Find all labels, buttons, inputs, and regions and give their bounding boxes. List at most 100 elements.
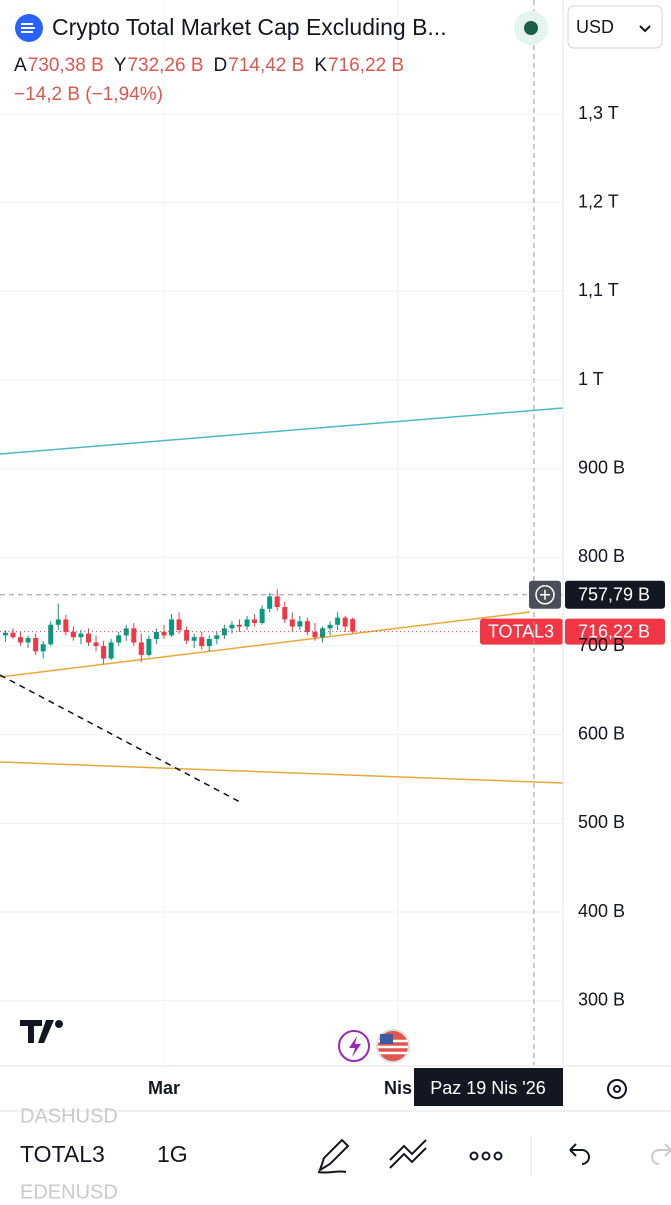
ohlc-key: K (314, 55, 327, 76)
candle-body (2, 632, 8, 636)
x-tick-label: Mar (148, 1078, 180, 1098)
candle-body (236, 624, 242, 627)
candles (2, 589, 356, 664)
ohlc-value: 714,42 B (228, 55, 304, 76)
ohlc-key: A (14, 55, 27, 76)
y-tick-label: 700 B (578, 635, 625, 655)
settings-core (613, 1085, 621, 1093)
candle-body (153, 631, 159, 639)
crosshair-date-label: Paz 19 Nis '26 (430, 1078, 546, 1098)
candle-body (350, 619, 356, 632)
draw-icon[interactable] (317, 1138, 350, 1174)
candle-body (18, 637, 24, 643)
series-name-badge (480, 618, 563, 645)
candle-body (48, 624, 54, 645)
watchlist-item: EDENUSD (20, 1181, 118, 1200)
y-tick-label: 1,2 T (578, 191, 619, 211)
trend-icon[interactable] (389, 1139, 427, 1169)
logo-glyph (21, 23, 35, 33)
candle-body (63, 619, 69, 632)
candle-body (320, 628, 326, 638)
candle-body (131, 628, 137, 643)
crosshair-add-plus (540, 589, 550, 600)
candle-body (244, 619, 250, 627)
watchlist-item: DASHUSD (20, 1105, 118, 1127)
chevron (639, 25, 651, 33)
candle-body (304, 621, 310, 632)
y-tick-label: 400 B (578, 901, 625, 921)
candle-body (335, 617, 341, 625)
candle-body (176, 619, 182, 631)
tv-logo-dot (55, 1020, 63, 1028)
candle-body (138, 642, 144, 655)
grid (0, 0, 563, 1065)
candle-body (146, 638, 152, 655)
change: −14,2 B (−1,94%) (14, 84, 163, 105)
last-price-label: 716,22 B (578, 621, 650, 641)
y-tick-label: 800 B (578, 546, 625, 566)
candle-body (93, 642, 99, 647)
interval-button[interactable]: 1G (157, 1141, 188, 1167)
trend-line (0, 611, 531, 678)
candle-body (229, 624, 235, 629)
last-price-badge (565, 618, 665, 645)
x-axis: Mar Nis Paz 19 Nis '26 (148, 1068, 563, 1106)
ohlc-value: 730,38 B (28, 55, 104, 76)
candle-body (25, 638, 31, 643)
ohlc-value: 716,22 B (328, 55, 404, 76)
candle-body (40, 644, 46, 652)
candle-body (252, 619, 258, 623)
crosshair-date-badge (414, 1068, 563, 1106)
candle-body (297, 621, 303, 627)
more-icon[interactable] (469, 1151, 503, 1161)
candle-body (101, 646, 107, 659)
crosshair-price-badge (565, 580, 665, 609)
tv-logo (20, 1020, 54, 1043)
y-tick-label: 500 B (578, 812, 625, 832)
candle-body (214, 635, 220, 639)
ohlc-value: 732,26 B (127, 55, 203, 76)
candle-body (116, 635, 122, 643)
settings-icon[interactable] (607, 1079, 627, 1099)
title: Crypto Total Market Cap Excluding B... (52, 14, 447, 40)
candle-body (55, 619, 61, 625)
trend-line (0, 761, 564, 784)
candle-body (85, 633, 91, 643)
candle-body (199, 637, 205, 647)
toolbar (0, 1128, 671, 1184)
symbol-button[interactable]: TOTAL3 (20, 1141, 105, 1167)
series-name: TOTAL3 (488, 621, 554, 641)
candle-body (206, 638, 212, 647)
candle-body (327, 624, 333, 629)
crosshair-add-icon (535, 585, 555, 605)
lightning (349, 1036, 361, 1057)
candle-body (289, 619, 295, 627)
ohlc-key: Y (114, 55, 127, 76)
candle-body (184, 630, 190, 641)
candle-body (78, 633, 84, 638)
candle-body (282, 607, 288, 620)
candle-body (161, 631, 167, 636)
candle-body (108, 642, 114, 659)
y-tick-label: 1,1 T (578, 280, 619, 300)
candle-body (274, 596, 280, 608)
candle-body (259, 608, 265, 623)
candle-body (312, 631, 318, 638)
y-tick-label: 600 B (578, 723, 625, 743)
crosshair-price-label: 757,79 B (578, 585, 650, 605)
candle-body (33, 638, 39, 652)
currency-select[interactable] (567, 5, 663, 49)
ohlc: A 730,38 B Y 732,26 B D 714,42 B K 716,22 B (14, 55, 404, 76)
trend-line (0, 407, 564, 455)
undo-icon[interactable] (569, 1143, 590, 1165)
x-tick-label: Nis (384, 1078, 412, 1098)
flag-canton (380, 1034, 393, 1044)
candle-body (342, 617, 348, 627)
redo-icon[interactable] (651, 1143, 671, 1165)
overlay: TOTAL3 716,22 B 757,79 B (0, 0, 665, 1065)
y-tick-label: 1 T (578, 369, 604, 389)
y-tick-label: 300 B (578, 989, 625, 1009)
candle-body (70, 631, 76, 638)
y-tick-label: 1,3 T (578, 103, 619, 123)
